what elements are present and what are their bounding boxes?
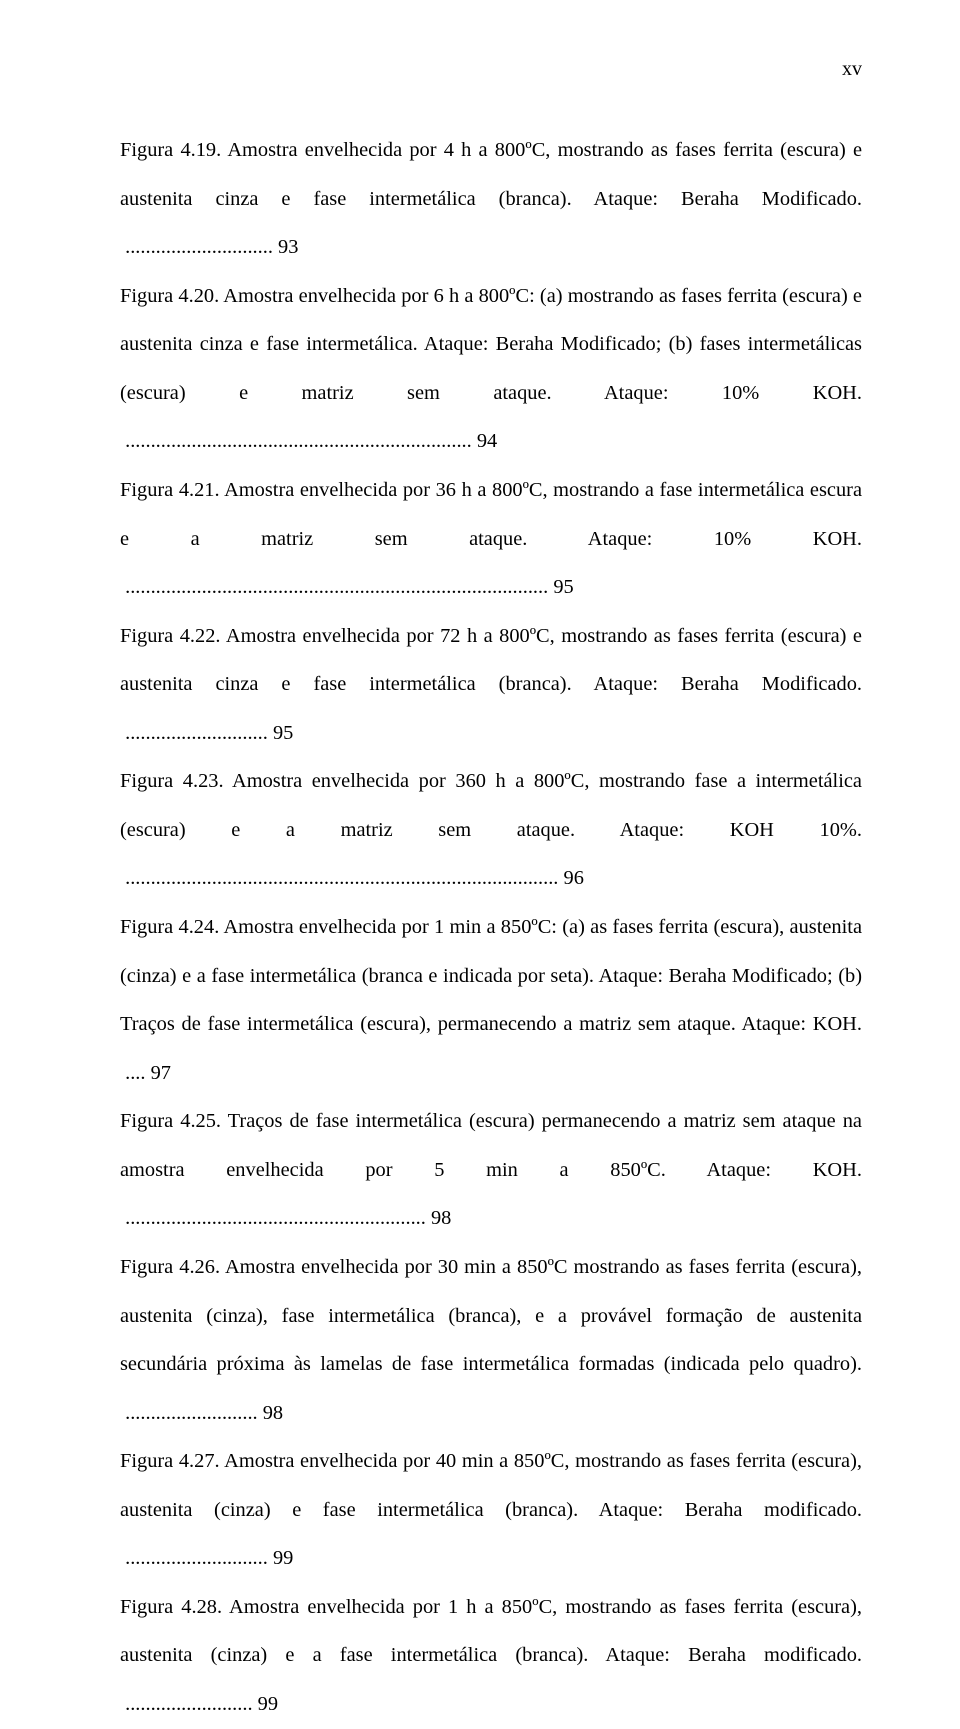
leader-dots: ............................ xyxy=(120,722,273,744)
leader-dots: ........................................… xyxy=(120,1207,431,1229)
toc-entry: Figura 4.26. Amostra envelhecida por 30 … xyxy=(120,1243,862,1437)
toc-entry: Figura 4.22. Amostra envelhecida por 72 … xyxy=(120,612,862,758)
figure-text: Amostra envelhecida por 36 h a 800ºC, mo… xyxy=(120,479,862,550)
figure-text: Traços de fase intermetálica (escura) pe… xyxy=(120,1110,862,1181)
figure-label: Figura 4.27. xyxy=(120,1450,220,1472)
toc-entry: Figura 4.24. Amostra envelhecida por 1 m… xyxy=(120,903,862,1097)
leader-dots: .... xyxy=(120,1062,151,1084)
figure-page: 95 xyxy=(273,722,293,744)
figure-page: 96 xyxy=(564,867,584,889)
figure-label: Figura 4.20. xyxy=(120,285,219,307)
leader-dots: ........................................… xyxy=(120,430,477,452)
figure-label: Figura 4.24. xyxy=(120,916,219,938)
figure-label: Figura 4.25. xyxy=(120,1110,221,1132)
figure-label: Figura 4.21. xyxy=(120,479,220,501)
toc-entry: Figura 4.20. Amostra envelhecida por 6 h… xyxy=(120,272,862,466)
page: xv Figura 4.19. Amostra envelhecida por … xyxy=(0,0,960,1418)
figure-page: 97 xyxy=(151,1062,171,1084)
figure-page: 99 xyxy=(273,1547,293,1569)
toc-entry: Figura 4.28. Amostra envelhecida por 1 h… xyxy=(120,1583,862,1729)
figure-text: Amostra envelhecida por 360 h a 800ºC, m… xyxy=(120,770,862,841)
figure-text: Amostra envelhecida por 1 min a 850ºC: (… xyxy=(120,916,862,1035)
figure-page: 98 xyxy=(431,1207,451,1229)
figure-page: 98 xyxy=(263,1402,283,1424)
leader-dots: ............................ xyxy=(120,1547,273,1569)
leader-dots: .......................... xyxy=(120,1402,263,1424)
toc-entry: Figura 4.25. Traços de fase intermetálic… xyxy=(120,1097,862,1243)
toc-entry: Figura 4.19. Amostra envelhecida por 4 h… xyxy=(120,126,862,272)
toc-entry: Figura 4.27. Amostra envelhecida por 40 … xyxy=(120,1437,862,1583)
figure-label: Figura 4.28. xyxy=(120,1596,222,1618)
figure-label: Figura 4.23. xyxy=(120,770,224,792)
leader-dots: ........................................… xyxy=(120,576,553,598)
figure-label: Figura 4.19. xyxy=(120,139,221,161)
figure-page: 95 xyxy=(553,576,573,598)
toc-entry: Figura 4.21. Amostra envelhecida por 36 … xyxy=(120,466,862,612)
leader-dots: ............................. xyxy=(120,236,278,258)
leader-dots: ......................... xyxy=(120,1693,258,1715)
toc-entry: Figura 4.23. Amostra envelhecida por 360… xyxy=(120,757,862,903)
list-of-figures: Figura 4.19. Amostra envelhecida por 4 h… xyxy=(120,126,862,1729)
figure-text: Amostra envelhecida por 30 min a 850ºC m… xyxy=(120,1256,862,1375)
figure-text: Amostra envelhecida por 72 h a 800ºC, mo… xyxy=(120,625,862,696)
page-number: xv xyxy=(842,58,862,81)
figure-page: 94 xyxy=(477,430,497,452)
figure-text: Amostra envelhecida por 1 h a 850ºC, mos… xyxy=(120,1596,862,1667)
figure-text: Amostra envelhecida por 40 min a 850ºC, … xyxy=(120,1450,862,1521)
figure-page: 93 xyxy=(278,236,298,258)
leader-dots: ........................................… xyxy=(120,867,564,889)
figure-text: Amostra envelhecida por 4 h a 800ºC, mos… xyxy=(120,139,862,210)
figure-label: Figura 4.22. xyxy=(120,625,221,647)
figure-page: 99 xyxy=(258,1693,278,1715)
figure-text: Amostra envelhecida por 6 h a 800ºC: (a)… xyxy=(120,285,862,404)
figure-label: Figura 4.26. xyxy=(120,1256,220,1278)
